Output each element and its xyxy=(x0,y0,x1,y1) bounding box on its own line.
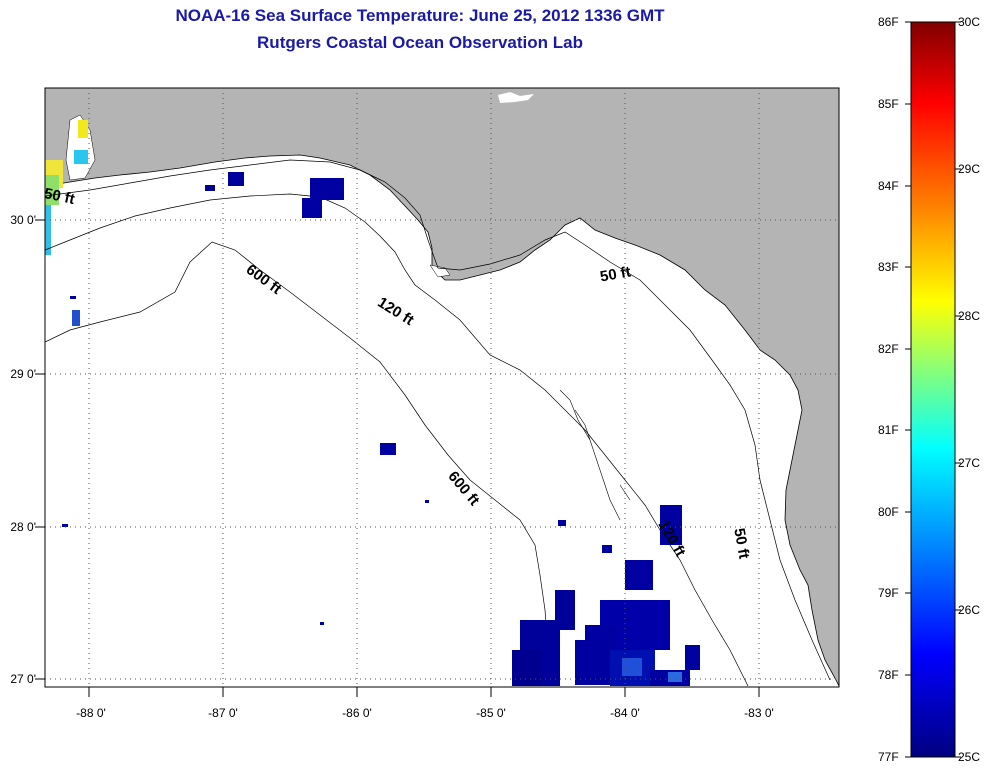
contour-50ft xyxy=(45,159,831,681)
colorbar-c-label: 28C xyxy=(958,309,981,323)
sst-pixels xyxy=(62,172,700,686)
lon-label: -85 0' xyxy=(476,706,506,720)
colorbar-f-label: 84F xyxy=(878,179,899,193)
tick-marks xyxy=(35,219,760,697)
land-mass xyxy=(45,88,839,687)
contour-600ft xyxy=(45,241,551,687)
lat-label: 28 0' xyxy=(10,520,36,534)
lat-label: 29 0' xyxy=(10,367,36,381)
lon-label: -87 0' xyxy=(208,706,238,720)
map-title: NOAA-16 Sea Surface Temperature: June 25… xyxy=(175,6,665,25)
colorbar-c-label: 29C xyxy=(958,162,981,176)
colorbar-f-label: 83F xyxy=(878,260,899,274)
colorbar-c-label: 25C xyxy=(958,750,981,764)
colorbar-f-label: 86F xyxy=(878,15,899,29)
colorbar-c-label: 26C xyxy=(958,603,981,617)
map-subtitle: Rutgers Coastal Ocean Observation Lab xyxy=(257,33,583,52)
colorbar-c-label: 30C xyxy=(958,15,981,29)
colorbar-f-label: 85F xyxy=(878,97,899,111)
lon-label: -86 0' xyxy=(342,706,372,720)
colorbar-f-label: 81F xyxy=(878,423,899,437)
colorbar-f-label: 82F xyxy=(878,342,899,356)
colorbar-c-label: 27C xyxy=(958,456,981,470)
lon-label: -84 0' xyxy=(610,706,640,720)
lon-label: -83 0' xyxy=(744,706,774,720)
lon-label: -88 0' xyxy=(76,706,106,720)
colorbar-f-label: 78F xyxy=(878,668,899,682)
colorbar-f-label: 80F xyxy=(878,505,899,519)
lat-label: 27 0' xyxy=(10,672,36,686)
colorbar-f-label: 77F xyxy=(878,750,899,764)
colorbar-f-label: 79F xyxy=(878,586,899,600)
colorbar xyxy=(910,21,956,758)
map-frame xyxy=(44,87,840,688)
lat-label: 30 0' xyxy=(10,213,36,227)
